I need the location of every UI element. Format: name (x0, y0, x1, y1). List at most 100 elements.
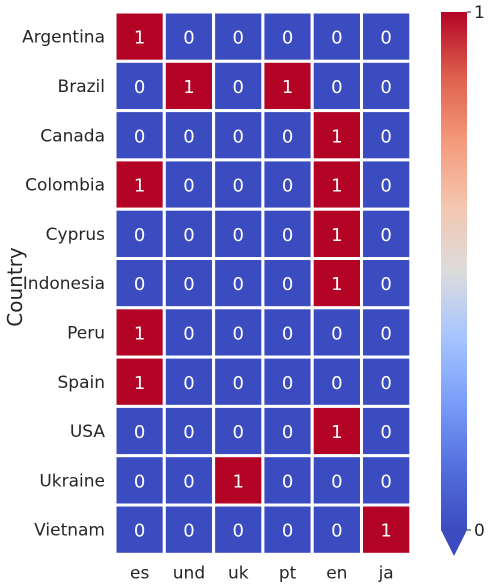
y-tick-label: Ukraine (39, 471, 105, 491)
cell-value-label: 0 (282, 225, 293, 246)
cell-value-label: 0 (282, 176, 293, 197)
cell-value-label: 0 (183, 422, 194, 443)
y-tick-label: Vietnam (34, 521, 105, 541)
cell-value-label: 1 (331, 225, 342, 246)
cell-value-label: 0 (233, 77, 244, 98)
cell-value-label: 0 (134, 521, 145, 542)
heatmap-cell (261, 109, 314, 162)
heatmap-cell (360, 257, 413, 310)
cell-value-label: 1 (380, 521, 391, 542)
heatmap-cell (261, 503, 314, 556)
y-tick-label: Brazil (58, 77, 105, 97)
cell-value-label: 0 (134, 77, 145, 98)
cell-value-label: 1 (134, 373, 145, 394)
colorbar-extend-min (441, 530, 467, 556)
colorbar-tick-label: 0 (474, 521, 485, 541)
heatmap-cell (212, 404, 265, 458)
cell-value-label: 0 (233, 176, 244, 197)
cell-value-label: 1 (183, 77, 194, 98)
cell-value-label: 0 (233, 225, 244, 246)
cell-value-label: 0 (183, 521, 194, 542)
cell-value-label: 0 (380, 471, 391, 492)
cell-value-label: 1 (331, 274, 342, 295)
cell-value-label: 0 (380, 176, 391, 197)
y-tick-label: Cyprus (46, 225, 105, 245)
colorbar: 01 (441, 3, 485, 556)
cell-value-label: 0 (282, 323, 293, 344)
cell-value-label: 0 (134, 126, 145, 147)
cell-value-label: 0 (380, 323, 391, 344)
cell-value-label: 0 (380, 225, 391, 246)
x-tick-label: und (173, 563, 205, 583)
y-axis-title: Country (3, 247, 27, 327)
cell-value-label: 0 (331, 521, 342, 542)
cell-value-label: 0 (233, 274, 244, 295)
heatmap-cells: 1 0 0 0 0 0 0 1 0 1 0 0 0 0 0 0 1 0 1 0 0 0 1 0 0 0 0 0 1 0 0 0 0 0 1 0 1 0 0 0… (113, 10, 413, 556)
heatmap-cell (261, 355, 314, 408)
cell-value-label: 0 (183, 176, 194, 197)
cell-value-label: 0 (331, 373, 342, 394)
cell-value-label: 0 (183, 471, 194, 492)
cell-value-label: 1 (233, 471, 244, 492)
cell-value-label: 0 (380, 126, 391, 147)
cell-value-label: 0 (282, 373, 293, 394)
cell-value-label: 1 (134, 176, 145, 197)
cell-value-label: 0 (282, 471, 293, 492)
cell-value-label: 0 (331, 323, 342, 344)
heatmap-cell (360, 404, 413, 458)
cell-value-label: 0 (134, 274, 145, 295)
y-tick-label: Spain (58, 373, 106, 393)
heatmap-cell (162, 404, 216, 458)
cell-value-label: 0 (233, 28, 244, 49)
cell-value-label: 0 (331, 471, 342, 492)
heatmap-cell (310, 454, 364, 507)
x-tick-labels: es und uk pt en ja (130, 563, 394, 583)
y-tick-label: Peru (67, 323, 105, 343)
cell-value-label: 1 (134, 28, 145, 49)
y-tick-label: USA (70, 422, 106, 442)
cell-value-label: 0 (183, 28, 194, 49)
y-tick-label: Argentina (22, 28, 105, 48)
heatmap-cell (360, 355, 413, 408)
cell-value-label: 0 (183, 373, 194, 394)
cell-value-label: 0 (183, 323, 194, 344)
heatmap-cell (162, 503, 216, 556)
cell-value-label: 0 (134, 471, 145, 492)
cell-value-label: 0 (233, 126, 244, 147)
x-tick-label: uk (228, 563, 249, 583)
cell-value-label: 0 (380, 422, 391, 443)
colorbar-tick-label: 1 (474, 3, 485, 23)
cell-value-label: 0 (380, 77, 391, 98)
cell-value-label: 1 (134, 323, 145, 344)
heatmap-cell (113, 257, 166, 310)
cell-value-label: 0 (183, 225, 194, 246)
cell-value-label: 1 (282, 77, 293, 98)
cell-value-label: 0 (183, 274, 194, 295)
cell-value-label: 0 (380, 274, 391, 295)
y-tick-labels: Argentina Brazil Canada Colombia Cyprus Indon… (22, 28, 105, 541)
y-tick-label: Colombia (25, 176, 105, 196)
x-tick-label: es (130, 563, 149, 583)
heatmap-cell (261, 59, 314, 113)
cell-value-label: 0 (233, 521, 244, 542)
heatmap-cell (360, 503, 413, 556)
heatmap-cell (113, 158, 166, 211)
heatmap-cell (212, 207, 265, 260)
cell-value-label: 0 (183, 126, 194, 147)
cell-value-label: 0 (282, 126, 293, 147)
heatmap-cell (162, 158, 216, 211)
y-tick-label: Canada (40, 126, 105, 146)
heatmap-cell (360, 207, 413, 260)
cell-value-label: 0 (380, 373, 391, 394)
x-tick-label: ja (378, 563, 394, 583)
x-tick-label: pt (279, 563, 297, 583)
x-tick-label: en (326, 563, 347, 583)
y-tick-label: Indonesia (23, 274, 105, 294)
cell-value-label: 0 (282, 28, 293, 49)
heatmap-cell (360, 10, 413, 63)
cell-value-label: 0 (134, 225, 145, 246)
cell-value-label: 0 (134, 422, 145, 443)
cell-value-label: 0 (331, 77, 342, 98)
cell-value-label: 1 (331, 126, 342, 147)
